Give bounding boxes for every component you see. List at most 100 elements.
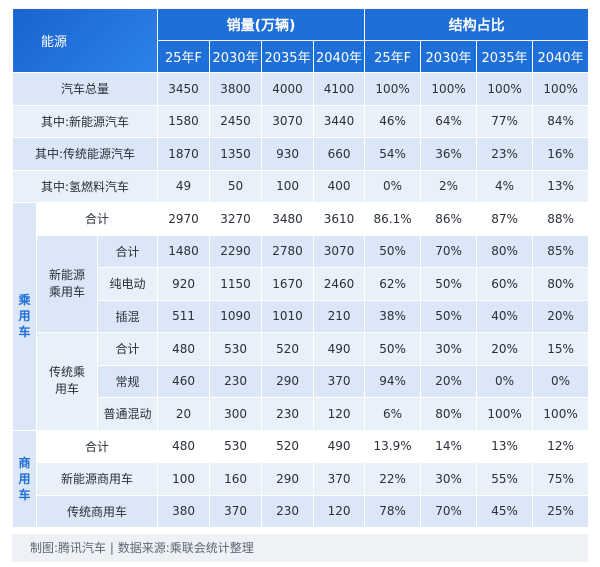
share-cell: 50% bbox=[364, 234, 422, 268]
sales-cell: 1480 bbox=[157, 234, 211, 268]
row-label: 其中:传统能源汽车 bbox=[11, 137, 159, 171]
share-cell: 50% bbox=[420, 267, 478, 301]
subsection-label-trad-passenger: 传统乘用车 bbox=[36, 332, 98, 431]
sales-cell: 300 bbox=[209, 397, 263, 431]
sales-cell: 50 bbox=[209, 169, 263, 203]
table-row: 新能源商用车 100 160 290 370 22% 30% 55% 75% bbox=[13, 462, 590, 496]
share-cell: 64% bbox=[420, 104, 478, 138]
sales-cell: 370 bbox=[209, 494, 263, 528]
share-year-header: 2030年 bbox=[420, 40, 478, 73]
sales-cell: 530 bbox=[209, 332, 263, 366]
table-row: 新能源乘用车 合计 1480 2290 2780 3070 50% 70% 80… bbox=[13, 234, 590, 333]
sales-cell: 480 bbox=[157, 429, 211, 463]
share-year-header: 2035年 bbox=[476, 40, 534, 73]
sales-cell: 3070 bbox=[313, 234, 366, 268]
section-label-commercial: 商用车 bbox=[12, 429, 37, 528]
sales-cell: 2780 bbox=[261, 234, 315, 268]
share-cell: 87% bbox=[476, 202, 534, 236]
share-cell: 100% bbox=[476, 72, 534, 106]
share-cell: 88% bbox=[532, 202, 590, 236]
sales-cell: 480 bbox=[157, 332, 211, 366]
sales-group-header: 销量(万辆) bbox=[157, 8, 366, 41]
sales-cell: 490 bbox=[313, 429, 366, 463]
row-label: 合计 bbox=[35, 202, 159, 236]
row-label: 其中:新能源汽车 bbox=[11, 104, 159, 138]
sales-cell: 120 bbox=[313, 494, 366, 528]
sales-cell: 20 bbox=[157, 397, 211, 431]
share-cell: 70% bbox=[420, 234, 478, 268]
table-row: 常规 460 230 290 370 94% 20% 0% 0% bbox=[13, 364, 590, 398]
sales-cell: 100 bbox=[157, 462, 211, 496]
share-cell: 22% bbox=[364, 462, 422, 496]
share-cell: 84% bbox=[532, 104, 590, 138]
sales-cell: 520 bbox=[261, 429, 315, 463]
table-row: 普通混动 20 300 230 120 6% 80% 100% 100% bbox=[13, 397, 590, 431]
sales-year-header: 2040年 bbox=[313, 40, 366, 73]
share-cell: 12% bbox=[532, 429, 590, 463]
sales-cell: 2460 bbox=[313, 267, 366, 301]
sales-cell: 3440 bbox=[313, 104, 366, 138]
share-group-header: 结构占比 bbox=[364, 8, 590, 41]
share-cell: 13% bbox=[476, 429, 534, 463]
table-row: 插混 511 1090 1010 210 38% 50% 40% 20% bbox=[13, 299, 590, 333]
row-label: 其中:氢燃料汽车 bbox=[11, 169, 159, 203]
share-cell: 46% bbox=[364, 104, 422, 138]
share-cell: 77% bbox=[476, 104, 534, 138]
sales-cell: 930 bbox=[261, 137, 315, 171]
sales-cell: 920 bbox=[157, 267, 211, 301]
row-label: 插混 bbox=[96, 299, 159, 333]
sales-cell: 460 bbox=[157, 364, 211, 398]
sales-cell: 1010 bbox=[261, 299, 315, 333]
share-cell: 86% bbox=[420, 202, 478, 236]
sales-cell: 511 bbox=[157, 299, 211, 333]
share-cell: 54% bbox=[364, 137, 422, 171]
row-label: 纯电动 bbox=[96, 267, 159, 301]
share-cell: 0% bbox=[476, 364, 534, 398]
sales-year-header: 25年F bbox=[157, 40, 211, 73]
table-row: 传统商用车 380 370 230 120 78% 70% 45% 25% bbox=[13, 494, 590, 528]
sales-cell: 370 bbox=[313, 462, 366, 496]
source-footer: 制图:腾讯汽车 | 数据来源:乘联会统计整理 bbox=[12, 534, 588, 562]
sales-cell: 520 bbox=[261, 332, 315, 366]
sales-cell: 3610 bbox=[313, 202, 366, 236]
share-cell: 15% bbox=[532, 332, 590, 366]
sales-cell: 1670 bbox=[261, 267, 315, 301]
corner-label: 能源 bbox=[11, 8, 159, 73]
share-cell: 30% bbox=[420, 462, 478, 496]
share-cell: 6% bbox=[364, 397, 422, 431]
sales-cell: 120 bbox=[313, 397, 366, 431]
sales-cell: 3480 bbox=[261, 202, 315, 236]
subsection-label-nev-passenger: 新能源乘用车 bbox=[36, 234, 98, 333]
sales-cell: 370 bbox=[313, 364, 366, 398]
sales-cell: 1350 bbox=[209, 137, 263, 171]
share-cell: 4% bbox=[476, 169, 534, 203]
sales-cell: 2970 bbox=[157, 202, 211, 236]
sales-cell: 290 bbox=[261, 462, 315, 496]
table-row: 乘用车 合计 2970 3270 3480 3610 86.1% 86% 87%… bbox=[12, 202, 590, 431]
share-cell: 45% bbox=[476, 494, 534, 528]
share-year-header: 2040年 bbox=[532, 40, 590, 73]
share-cell: 85% bbox=[532, 234, 590, 268]
sales-cell: 660 bbox=[313, 137, 366, 171]
sales-cell: 3800 bbox=[209, 72, 263, 106]
table-row: 传统乘用车 合计 480 530 520 490 50% 30% 20% 15% bbox=[13, 332, 590, 431]
sales-cell: 380 bbox=[157, 494, 211, 528]
share-cell: 55% bbox=[476, 462, 534, 496]
share-cell: 20% bbox=[476, 332, 534, 366]
row-label: 普通混动 bbox=[96, 397, 159, 431]
sales-cell: 160 bbox=[209, 462, 263, 496]
table-row: 纯电动 920 1150 1670 2460 62% 50% 60% 80% bbox=[13, 267, 590, 301]
share-cell: 20% bbox=[532, 299, 590, 333]
share-cell: 0% bbox=[364, 169, 422, 203]
share-year-header: 25年F bbox=[364, 40, 422, 73]
table-row: 汽车总量 3450 3800 4000 4100 100% 100% 100% … bbox=[11, 72, 590, 106]
share-cell: 75% bbox=[532, 462, 590, 496]
share-cell: 2% bbox=[420, 169, 478, 203]
share-cell: 80% bbox=[420, 397, 478, 431]
share-cell: 50% bbox=[420, 299, 478, 333]
sales-cell: 100 bbox=[261, 169, 315, 203]
row-label: 汽车总量 bbox=[11, 72, 159, 106]
sales-year-header: 2035年 bbox=[261, 40, 315, 73]
sales-cell: 49 bbox=[157, 169, 211, 203]
